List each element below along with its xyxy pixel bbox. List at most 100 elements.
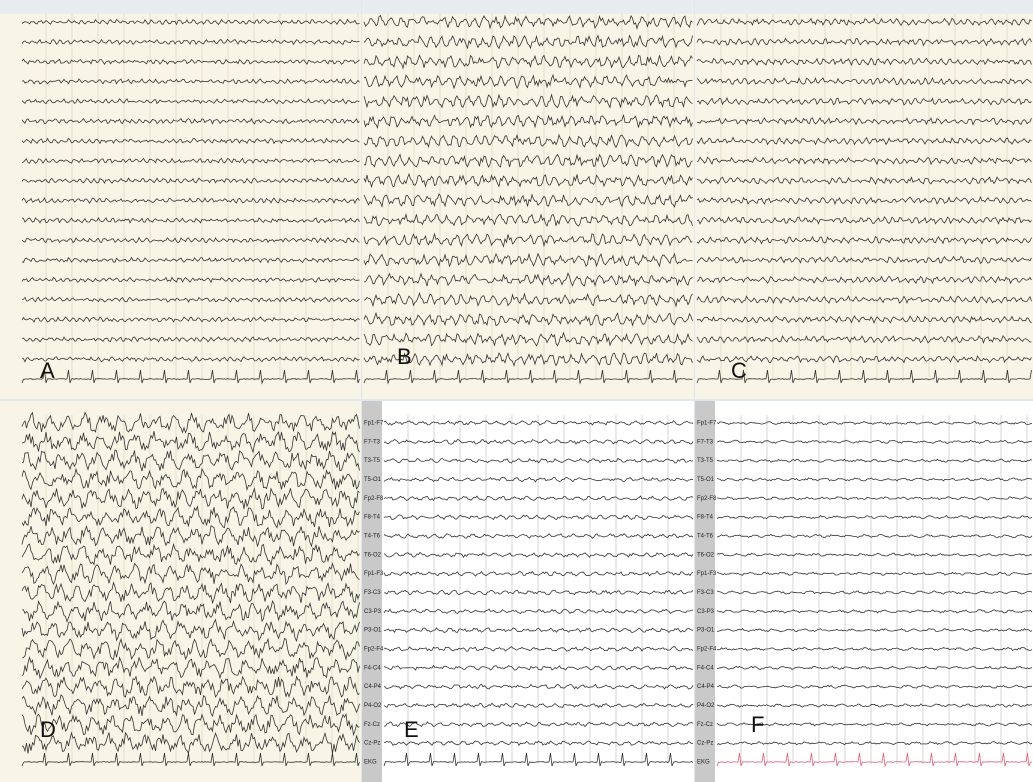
channel-label: C4-P4 [364, 684, 382, 690]
eeg-trace [363, 133, 693, 149]
channel-label: Cz-Pz [364, 741, 380, 747]
eeg-trace [21, 675, 360, 698]
eeg-trace [363, 352, 693, 368]
eeg-trace [383, 702, 694, 709]
eeg-trace [716, 571, 1033, 576]
channel-label: T3-T5 [364, 458, 381, 464]
eeg-trace [21, 656, 360, 680]
eeg-trace [363, 212, 693, 228]
eeg-trace [383, 551, 694, 558]
ekg-trace [716, 752, 1033, 768]
eeg-trace [716, 515, 1033, 520]
eeg-trace [384, 589, 694, 596]
eeg-trace [696, 156, 1032, 166]
channel-label: T6-O2 [364, 552, 382, 558]
panel-label: B [397, 344, 412, 369]
eeg-trace [716, 684, 1033, 689]
eeg-trace [716, 703, 1033, 708]
timeline-bar [0, 0, 361, 14]
channel-label: Cz-Pz [697, 741, 713, 747]
channel-label: F7-T3 [697, 439, 714, 445]
channel-label: T5-O1 [697, 477, 715, 483]
eeg-trace [21, 157, 360, 164]
panel-label: F [751, 712, 764, 737]
eeg-trace [383, 740, 694, 747]
channel-label: F4-C4 [697, 665, 714, 671]
channel-label: P4-O2 [364, 703, 382, 709]
eeg-trace [21, 467, 360, 492]
eeg-trace [696, 255, 1032, 265]
eeg-trace [363, 14, 693, 30]
eeg-trace [696, 334, 1032, 345]
eeg-trace [363, 172, 693, 189]
ekg-trace [383, 752, 694, 767]
eeg-trace [21, 316, 360, 323]
eeg-trace [696, 17, 1032, 27]
eeg-trace [21, 276, 360, 284]
channel-label: Fp2-F4 [364, 647, 384, 653]
eeg-trace [716, 552, 1033, 557]
eeg-trace [364, 153, 693, 168]
channel-label: C3-P3 [697, 609, 715, 615]
eeg-trace [21, 562, 360, 586]
channel-label: EKG [364, 760, 377, 766]
panel-label: E [404, 717, 419, 742]
eeg-trace [363, 291, 693, 308]
eeg-panel: C [695, 0, 1033, 399]
eeg-trace [363, 114, 693, 129]
eeg-trace [716, 439, 1033, 444]
eeg-view: Fp1-F7 F7-T3 T3-T5 T5-O1 Fp2-F8 F8-T4 T4-T6 T6-… [362, 401, 694, 782]
channel-label: P3-O1 [364, 628, 382, 634]
channel-label: Fz-Cz [697, 722, 713, 728]
eeg-trace [716, 609, 1033, 614]
eeg-trace [363, 73, 693, 90]
eeg-trace [21, 336, 360, 343]
eeg-trace [383, 420, 694, 426]
eeg-trace [716, 722, 1033, 727]
eeg-trace [716, 740, 1033, 746]
eeg-trace [696, 195, 1032, 206]
eeg-trace [383, 495, 694, 501]
eeg-trace [21, 731, 360, 755]
eeg-trace [383, 570, 694, 577]
eeg-trace [21, 137, 360, 145]
channel-label: C3-P3 [364, 609, 382, 615]
channel-label: F3-C3 [364, 590, 381, 596]
channel-label: T4-T6 [697, 534, 714, 540]
eeg-trace [696, 216, 1032, 225]
channel-label: Fp1-F3 [697, 571, 717, 577]
ekg-trace [363, 369, 693, 385]
panel-label: D [40, 717, 56, 742]
eeg-trace [716, 533, 1033, 539]
eeg-trace [363, 54, 693, 70]
eeg-trace [21, 197, 360, 205]
eeg-trace [21, 618, 360, 643]
eeg-panel: Fp1-F7 F7-T3 T3-T5 T5-O1 Fp2-F8 F8-T4 T4-T6 T6-… [362, 401, 694, 782]
channel-label: T4-T6 [364, 534, 381, 540]
eeg-trace [21, 98, 360, 105]
eeg-trace [21, 542, 360, 566]
eeg-trace [383, 627, 694, 633]
eeg-panel: B [362, 0, 694, 399]
eeg-trace [21, 18, 360, 26]
channel-label: Fz-Cz [364, 722, 380, 728]
eeg-view: B [362, 0, 694, 385]
eeg-trace [21, 599, 360, 623]
channel-label: EKG [697, 760, 710, 766]
eeg-trace [363, 252, 693, 268]
eeg-trace [716, 628, 1033, 633]
eeg-trace [696, 295, 1032, 304]
eeg-trace [383, 608, 694, 615]
channel-label: T3-T5 [697, 458, 714, 464]
eeg-trace [384, 439, 694, 445]
panel-label: C [731, 358, 747, 383]
channel-label: T5-O1 [364, 477, 382, 483]
eeg-view: C [695, 0, 1033, 384]
ekg-trace [696, 369, 1032, 384]
eeg-trace [716, 496, 1033, 501]
eeg-trace [21, 712, 360, 737]
eeg-trace [383, 457, 694, 464]
eeg-trace [363, 311, 693, 327]
eeg-trace [383, 683, 694, 690]
eeg-trace [696, 136, 1032, 146]
